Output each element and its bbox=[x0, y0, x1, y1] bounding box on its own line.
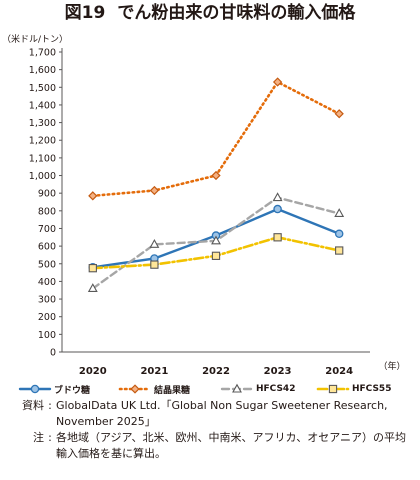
annotation-note-text: 各地域（アジア、北米、欧州、中南米、アフリカ、オセアニア）の平均輸入価格を基に算… bbox=[56, 431, 407, 460]
square-legend-swatch bbox=[316, 384, 350, 394]
legend-marker bbox=[328, 384, 338, 394]
data-point-series-4 bbox=[335, 246, 344, 255]
y-tick-label: 0 bbox=[50, 348, 56, 359]
figure-number: 図19 bbox=[64, 3, 106, 23]
figure-title-text: でん粉由来の甘味料の輸入価格 bbox=[117, 3, 356, 23]
note-separator: : bbox=[48, 399, 52, 412]
y-axis-title: （米ドル/トン） bbox=[2, 33, 68, 45]
data-point-series-3 bbox=[272, 192, 283, 202]
y-tick-label: 300 bbox=[38, 295, 56, 306]
y-tick-label: 1,400 bbox=[29, 100, 56, 111]
legend-marker bbox=[232, 383, 242, 393]
y-tick-label: 1,700 bbox=[29, 48, 56, 59]
legend-label: ブドウ糖 bbox=[54, 385, 91, 396]
x-tick-label: 2024 bbox=[325, 366, 353, 377]
y-tick-label: 1,500 bbox=[29, 83, 56, 94]
legend-marker bbox=[130, 384, 140, 394]
circle-legend-swatch bbox=[18, 384, 52, 394]
diamond-legend-swatch bbox=[118, 384, 152, 394]
figure-title: 図19 でん粉由来の甘味料の輸入価格 bbox=[0, 0, 420, 26]
y-tick-label: 1,100 bbox=[29, 153, 56, 164]
chart-legend: ブドウ糖 結晶果糖 HFCS42 HFCS55 bbox=[0, 380, 420, 398]
source-note: 資料 : GlobalData UK Ltd.「Global Non Sugar… bbox=[0, 398, 420, 430]
data-point-series-1 bbox=[334, 229, 344, 239]
data-point-series-2 bbox=[211, 170, 221, 181]
annotation-note: 注 : 各地域（アジア、北米、欧州、中南米、アフリカ、オセアニア）の平均輸入価格… bbox=[0, 430, 420, 462]
data-point-series-4 bbox=[211, 251, 221, 260]
data-point-series-3 bbox=[211, 235, 221, 245]
data-point-series-4 bbox=[88, 264, 97, 273]
y-tick-label: 1,600 bbox=[29, 65, 56, 76]
line-chart: （米ドル/トン） 0 100 200 300 400 500 600 700 800 900 1,00… bbox=[2, 33, 406, 377]
y-tick-label: 600 bbox=[38, 242, 56, 253]
triangle-legend-swatch bbox=[220, 383, 254, 393]
data-point-series-3 bbox=[334, 208, 345, 218]
x-tick-label: 2021 bbox=[140, 366, 168, 377]
data-point-series-2 bbox=[149, 185, 160, 196]
annotation-note-key: 注 bbox=[33, 431, 44, 444]
legend-label: HFCS55 bbox=[352, 384, 392, 394]
y-tick-label: 100 bbox=[38, 330, 56, 341]
data-point-series-1 bbox=[273, 204, 282, 214]
legend-item: 結晶果糖 bbox=[118, 380, 190, 398]
x-tick-label: 2023 bbox=[264, 366, 292, 377]
legend-label: HFCS42 bbox=[256, 384, 296, 394]
y-tick-label: 900 bbox=[38, 189, 56, 200]
y-tick-label: 500 bbox=[38, 259, 56, 270]
data-point-series-3 bbox=[149, 239, 160, 248]
legend-item: HFCS55 bbox=[316, 380, 391, 398]
x-axis-title: （年） bbox=[378, 360, 405, 372]
data-point-series-4 bbox=[273, 233, 282, 242]
y-tick-label: 700 bbox=[38, 224, 56, 235]
x-tick-label: 2022 bbox=[202, 366, 230, 377]
source-note-key: 資料 bbox=[22, 399, 44, 412]
y-tick-label: 1,000 bbox=[29, 171, 56, 182]
y-tick-label: 1,200 bbox=[29, 136, 56, 147]
x-tick-label: 2020 bbox=[79, 366, 107, 377]
legend-label: 結晶果糖 bbox=[154, 385, 191, 396]
legend-item: HFCS42 bbox=[220, 380, 295, 398]
data-point-series-2 bbox=[334, 109, 344, 119]
data-point-series-2 bbox=[272, 77, 283, 87]
y-tick-label: 800 bbox=[38, 206, 56, 217]
y-tick-label: 1,300 bbox=[29, 118, 56, 129]
note-separator: : bbox=[48, 431, 52, 444]
legend-marker bbox=[30, 384, 40, 394]
data-point-series-3 bbox=[87, 283, 98, 293]
source-note-text: GlobalData UK Ltd.「Global Non Sugar Swee… bbox=[56, 399, 388, 428]
y-tick-label: 400 bbox=[38, 277, 56, 288]
data-point-series-2 bbox=[88, 191, 98, 201]
y-tick-label: 200 bbox=[38, 312, 56, 323]
legend-item: ブドウ糖 bbox=[18, 380, 90, 398]
figure-notes: 資料 : GlobalData UK Ltd.「Global Non Sugar… bbox=[0, 398, 420, 462]
data-point-series-4 bbox=[150, 260, 159, 269]
